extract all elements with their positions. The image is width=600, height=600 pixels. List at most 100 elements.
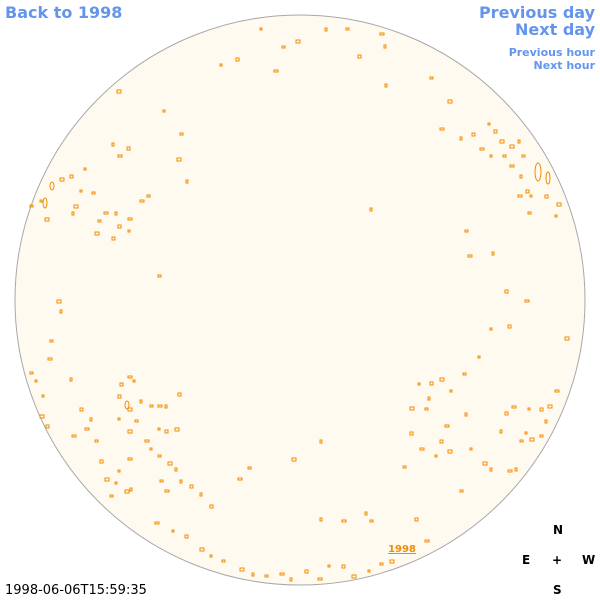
region: [164, 429, 169, 434]
region: [564, 336, 570, 341]
region: [479, 147, 485, 151]
next-hour-link[interactable]: Next hour: [533, 59, 596, 72]
region: [521, 154, 526, 158]
region: [539, 407, 544, 412]
region: [111, 236, 116, 241]
solar-disk: [14, 14, 586, 586]
region: [127, 429, 133, 434]
region: [164, 489, 170, 493]
region: [556, 202, 562, 207]
region: [247, 466, 252, 470]
region: [489, 467, 493, 472]
region: [177, 392, 182, 397]
region: [59, 177, 65, 182]
region: [144, 439, 150, 443]
region: [34, 379, 38, 383]
region: [464, 412, 468, 417]
region: [547, 404, 553, 409]
region: [171, 529, 175, 533]
region: [507, 324, 512, 329]
region: [237, 477, 243, 481]
region: [434, 454, 438, 458]
region: [459, 136, 463, 141]
region: [157, 404, 163, 408]
region: [529, 437, 535, 442]
region: [439, 127, 445, 131]
region: [185, 179, 189, 184]
region: [509, 144, 515, 149]
region: [439, 439, 444, 444]
region: [419, 447, 425, 451]
region: [317, 577, 323, 581]
region: [544, 419, 548, 424]
region: [519, 174, 523, 179]
disk-label[interactable]: 1998: [388, 544, 416, 555]
region: [471, 132, 476, 137]
region: [414, 517, 419, 522]
region: [157, 274, 162, 278]
region: [127, 229, 131, 233]
region: [554, 214, 558, 218]
region: [341, 564, 346, 569]
region: [369, 207, 373, 212]
region: [529, 194, 533, 198]
region: [489, 327, 493, 331]
region: [467, 254, 473, 258]
region: [117, 224, 122, 229]
region: [429, 76, 434, 80]
region: [127, 375, 133, 379]
compass-east: E: [522, 553, 531, 567]
region: [221, 559, 226, 563]
previous-hour-link[interactable]: Previous hour: [508, 46, 595, 59]
region: [59, 309, 63, 314]
region: [127, 217, 133, 221]
region: [554, 389, 560, 393]
region: [139, 199, 145, 203]
region: [73, 204, 79, 209]
region: [189, 484, 194, 489]
region: [389, 559, 395, 564]
region: [345, 27, 350, 31]
region: [117, 154, 123, 158]
region: [39, 414, 45, 419]
region: [327, 564, 331, 568]
next-day-link[interactable]: Next day: [515, 20, 595, 39]
active-regions: [29, 27, 570, 582]
region: [149, 404, 154, 408]
back-link[interactable]: Back to 1998: [5, 3, 123, 22]
region: [42, 197, 48, 209]
region: [527, 407, 531, 411]
region: [56, 299, 62, 304]
region: [534, 162, 542, 182]
region: [69, 377, 73, 382]
region: [295, 39, 301, 44]
region: [289, 577, 293, 582]
region: [47, 357, 53, 361]
region: [99, 459, 104, 464]
region: [291, 457, 297, 462]
region: [544, 194, 549, 199]
region: [424, 539, 430, 543]
region: [449, 389, 453, 393]
region: [174, 427, 180, 432]
region: [104, 477, 110, 482]
region: [127, 457, 133, 461]
region: [164, 404, 168, 409]
region: [357, 54, 362, 59]
region: [126, 146, 131, 151]
region: [117, 417, 121, 421]
region: [124, 489, 130, 494]
region: [383, 44, 387, 49]
region: [94, 231, 100, 236]
previous-day-link[interactable]: Previous day: [478, 3, 595, 22]
region: [69, 174, 74, 179]
region: [482, 461, 488, 466]
region: [459, 489, 464, 493]
region: [527, 211, 532, 215]
region: [139, 399, 143, 404]
region: [179, 479, 183, 484]
region: [94, 439, 99, 443]
region: [493, 129, 498, 134]
region: [209, 504, 214, 509]
